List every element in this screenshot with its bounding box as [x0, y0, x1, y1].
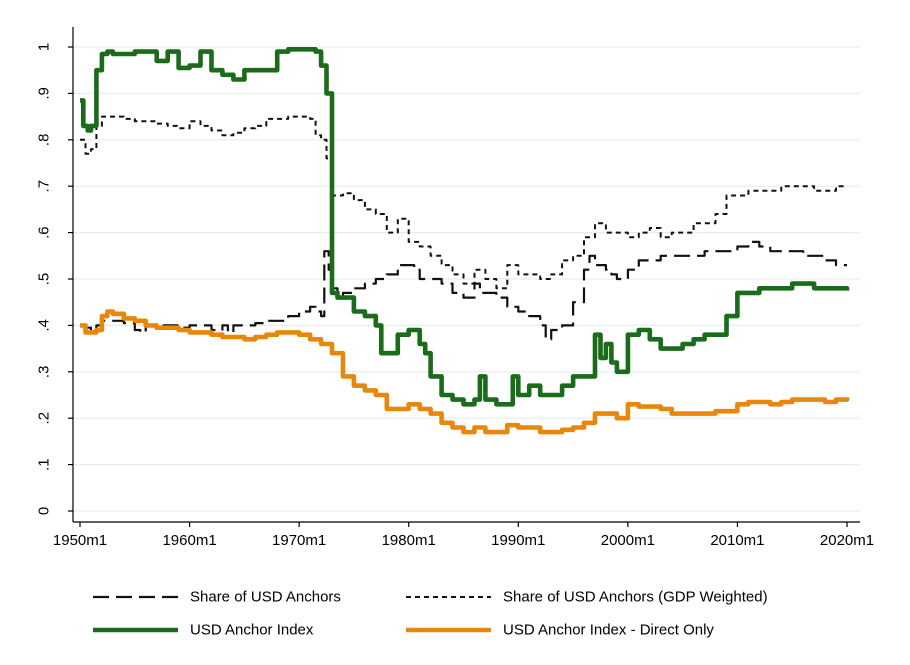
axes: 0 .1 .2 .3 .4 .5 .6 .7 .8 .9 1 1950m1 1960m1 1970m1 19…: [36, 27, 874, 549]
y-tick-label: .6: [36, 226, 53, 239]
series-line-2: [80, 115, 847, 290]
y-tick-label: .5: [36, 273, 53, 286]
y-tick-label: .1: [36, 458, 53, 471]
y-tick-label: 1: [36, 43, 53, 51]
y-tick-label: .7: [36, 180, 53, 193]
x-tick-label: 2020m1: [820, 532, 874, 549]
y-tick-label: .8: [36, 134, 53, 147]
legend-label: Share of USD Anchors (GDP Weighted): [503, 589, 768, 606]
y-tick-label: 0: [36, 507, 53, 515]
x-tick-label: 1960m1: [162, 532, 216, 549]
grid-lines: [73, 46, 860, 512]
x-tick-label: 1970m1: [272, 532, 326, 549]
series-line-3: [80, 47, 850, 407]
series-lines: [80, 47, 850, 435]
x-tick-label: 1990m1: [491, 532, 545, 549]
legend-label: USD Anchor Index: [190, 622, 314, 639]
x-tick-label: 1950m1: [53, 532, 107, 549]
series-line-1: [80, 240, 847, 341]
legend-label: USD Anchor Index - Direct Only: [503, 622, 714, 639]
series-line-4: [80, 309, 850, 435]
y-tick-label: .3: [36, 366, 53, 379]
legend: Share of USD Anchors Share of USD Anchors…: [93, 589, 768, 639]
y-tick-label: .4: [36, 319, 53, 332]
y-tick-label: .2: [36, 412, 53, 425]
y-tick-label: .9: [36, 87, 53, 100]
x-tick-label: 1980m1: [382, 532, 436, 549]
x-tick-label: 2000m1: [601, 532, 655, 549]
legend-label: Share of USD Anchors: [190, 589, 341, 606]
x-tick-label: 2010m1: [710, 532, 764, 549]
